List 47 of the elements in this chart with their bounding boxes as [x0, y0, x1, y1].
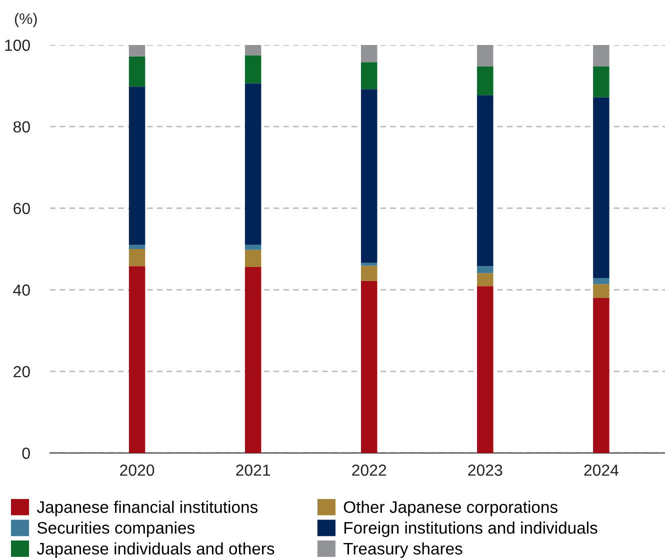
bar — [244, 45, 262, 56]
bar — [244, 250, 262, 267]
legend-label: Foreign institutions and individuals — [344, 522, 598, 538]
bar — [593, 97, 610, 278]
y-tick-label: 60 — [14, 202, 30, 214]
legend-label: Japanese individuals and others — [36, 542, 274, 558]
bar — [360, 280, 378, 453]
y-tick-label: 80 — [13, 121, 30, 133]
bar — [128, 249, 146, 266]
x-tick-label: 2022 — [352, 464, 386, 476]
bar — [128, 45, 146, 56]
y-tick-label: 20 — [14, 366, 30, 378]
bar — [593, 298, 610, 453]
bar — [360, 45, 378, 62]
bar — [360, 62, 378, 90]
bar — [477, 273, 494, 286]
bar — [244, 55, 262, 84]
bar — [593, 284, 610, 298]
bar — [128, 86, 146, 245]
x-tick-label: 2024 — [584, 464, 618, 476]
x-tick-label: 2020 — [120, 464, 154, 476]
bar — [360, 266, 378, 281]
bar — [244, 244, 262, 250]
bar — [477, 95, 494, 266]
bar — [477, 66, 494, 96]
bar — [477, 286, 494, 453]
y-tick-label: 100 — [5, 40, 30, 51]
y-tick-label: 0 — [22, 448, 30, 459]
bar — [593, 45, 610, 66]
bar — [128, 266, 146, 453]
bar — [128, 244, 146, 249]
bar — [128, 56, 146, 87]
bar — [593, 66, 610, 98]
legend-label: Japanese financial institutions — [36, 500, 258, 516]
y-tick-label: 40 — [13, 284, 30, 296]
x-tick-label: 2023 — [468, 464, 502, 476]
bar — [477, 266, 494, 274]
y-axis-title: (%) — [14, 12, 37, 28]
bar — [244, 266, 262, 453]
bar — [477, 45, 494, 66]
bar — [244, 83, 262, 245]
bar — [593, 278, 610, 284]
x-tick-label: 2021 — [236, 464, 270, 476]
bar — [360, 89, 378, 263]
legend-label: Securities companies — [37, 522, 194, 538]
legend-label: Treasury shares — [343, 542, 462, 558]
legend-label: Other Japanese corporations — [344, 500, 558, 516]
